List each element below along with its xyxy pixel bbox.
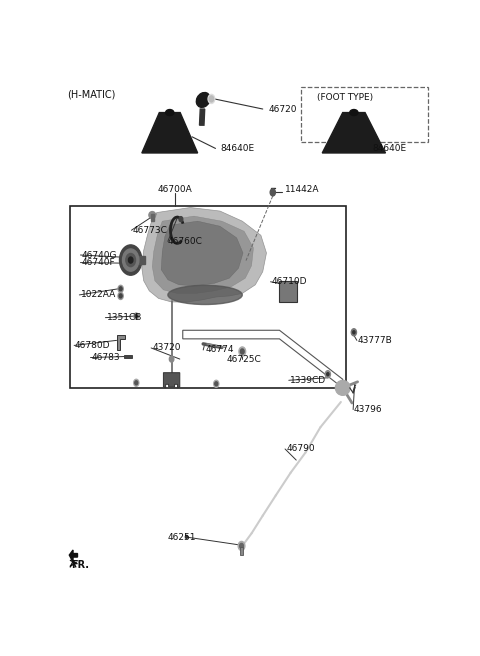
Text: 1351CB: 1351CB xyxy=(107,313,142,322)
Circle shape xyxy=(134,313,139,319)
Circle shape xyxy=(208,94,215,104)
Text: 43720: 43720 xyxy=(152,344,181,352)
Circle shape xyxy=(179,216,183,222)
Text: 46720: 46720 xyxy=(268,104,297,113)
Bar xyxy=(240,547,243,555)
Circle shape xyxy=(118,285,123,293)
Text: 46760C: 46760C xyxy=(168,237,203,246)
Bar xyxy=(124,354,132,358)
Text: 46725C: 46725C xyxy=(227,355,262,364)
Polygon shape xyxy=(322,113,385,153)
Bar xyxy=(301,87,428,142)
Text: 46790: 46790 xyxy=(286,445,315,453)
Polygon shape xyxy=(152,216,253,293)
Polygon shape xyxy=(142,207,266,302)
Bar xyxy=(138,256,145,264)
Circle shape xyxy=(169,356,174,362)
Text: 46740F: 46740F xyxy=(82,258,115,267)
Circle shape xyxy=(239,347,246,356)
Circle shape xyxy=(129,257,133,263)
Text: 43777B: 43777B xyxy=(358,336,392,345)
Polygon shape xyxy=(163,373,180,388)
Text: 46774: 46774 xyxy=(205,346,234,354)
Text: (FOOT TYPE): (FOOT TYPE) xyxy=(317,93,373,102)
Text: 46773C: 46773C xyxy=(132,226,168,236)
Circle shape xyxy=(240,543,243,548)
Circle shape xyxy=(118,293,123,299)
Text: 1022AA: 1022AA xyxy=(81,291,116,299)
Text: 46251: 46251 xyxy=(168,533,196,542)
Circle shape xyxy=(133,379,139,386)
Polygon shape xyxy=(117,335,125,350)
Bar xyxy=(279,281,297,302)
Text: 43796: 43796 xyxy=(354,405,383,414)
Circle shape xyxy=(209,96,214,102)
Circle shape xyxy=(351,329,357,336)
Circle shape xyxy=(238,541,245,550)
Ellipse shape xyxy=(350,110,358,115)
Text: (H-MATIC): (H-MATIC) xyxy=(67,90,115,100)
Circle shape xyxy=(214,380,219,387)
Ellipse shape xyxy=(168,285,242,304)
Text: 84640E: 84640E xyxy=(372,144,407,153)
Circle shape xyxy=(126,253,135,266)
Polygon shape xyxy=(161,221,243,286)
Text: 84640E: 84640E xyxy=(220,144,254,153)
Bar xyxy=(71,206,346,388)
Polygon shape xyxy=(69,550,77,562)
Ellipse shape xyxy=(166,110,174,115)
Circle shape xyxy=(325,371,330,378)
Circle shape xyxy=(122,249,139,271)
Text: 11442A: 11442A xyxy=(285,186,320,194)
Text: 46780D: 46780D xyxy=(75,341,110,350)
Circle shape xyxy=(119,294,122,298)
Text: 46740G: 46740G xyxy=(82,251,117,260)
Text: 46700A: 46700A xyxy=(158,186,192,194)
Text: 46783: 46783 xyxy=(92,353,120,362)
Polygon shape xyxy=(200,109,204,125)
Polygon shape xyxy=(142,113,198,153)
Ellipse shape xyxy=(335,380,350,396)
Circle shape xyxy=(215,382,218,386)
Circle shape xyxy=(327,373,329,376)
Ellipse shape xyxy=(149,212,156,218)
Circle shape xyxy=(353,331,355,334)
Circle shape xyxy=(135,380,138,385)
Circle shape xyxy=(120,245,142,276)
Circle shape xyxy=(240,349,244,354)
Text: 1339CD: 1339CD xyxy=(290,376,326,385)
Circle shape xyxy=(135,315,137,318)
Circle shape xyxy=(270,189,276,196)
Circle shape xyxy=(185,535,188,539)
Text: FR.: FR. xyxy=(71,560,89,569)
Text: 46710D: 46710D xyxy=(272,277,308,286)
Circle shape xyxy=(119,287,122,291)
Ellipse shape xyxy=(196,92,210,108)
Bar xyxy=(151,214,154,221)
